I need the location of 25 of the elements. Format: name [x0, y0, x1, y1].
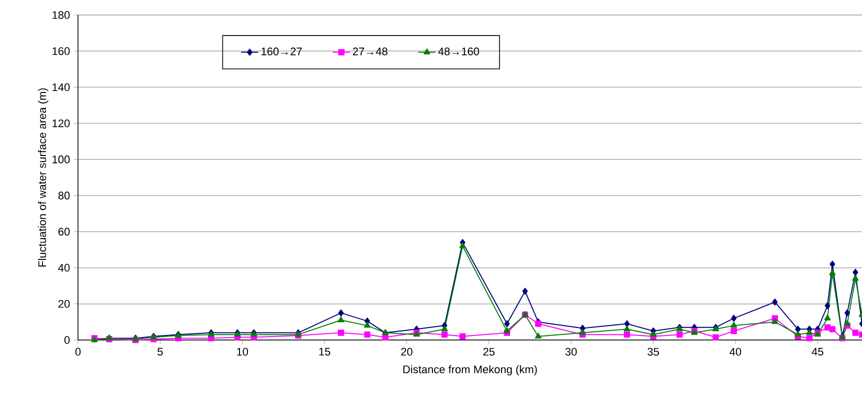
y-tick-label: 0	[64, 336, 70, 344]
y-tick-label: 40	[58, 264, 70, 272]
y-axis-title: Fluctuation of water surface area (m)	[38, 88, 48, 266]
x-tick-label: 25	[483, 348, 495, 356]
legend-label: 160→27	[262, 48, 302, 56]
y-tick-label: 60	[58, 228, 70, 236]
x-tick-label: 5	[158, 348, 163, 356]
x-axis-title: Distance from Mekong (km)	[403, 365, 537, 376]
legend-label: 27→48	[352, 48, 388, 56]
y-tick-label: 100	[52, 156, 70, 164]
y-tick-label: 80	[58, 192, 70, 200]
y-tick-label: 20	[58, 300, 70, 308]
x-tick-label: 10	[237, 348, 248, 356]
y-tick-label: 140	[52, 83, 70, 92]
x-tick-label: 40	[730, 348, 742, 356]
x-tick-label: 45	[812, 348, 824, 356]
legend-label: 48→160	[438, 48, 480, 56]
x-tick-label: 20	[401, 348, 412, 356]
x-tick-label: 15	[319, 348, 330, 356]
y-tick-label: 120	[52, 119, 70, 128]
y-tick-label: 160	[52, 47, 70, 56]
x-tick-label: 30	[565, 348, 577, 356]
x-tick-label: 0	[75, 348, 81, 356]
y-tick-label: 180	[52, 11, 70, 19]
x-tick-label: 35	[648, 348, 659, 356]
